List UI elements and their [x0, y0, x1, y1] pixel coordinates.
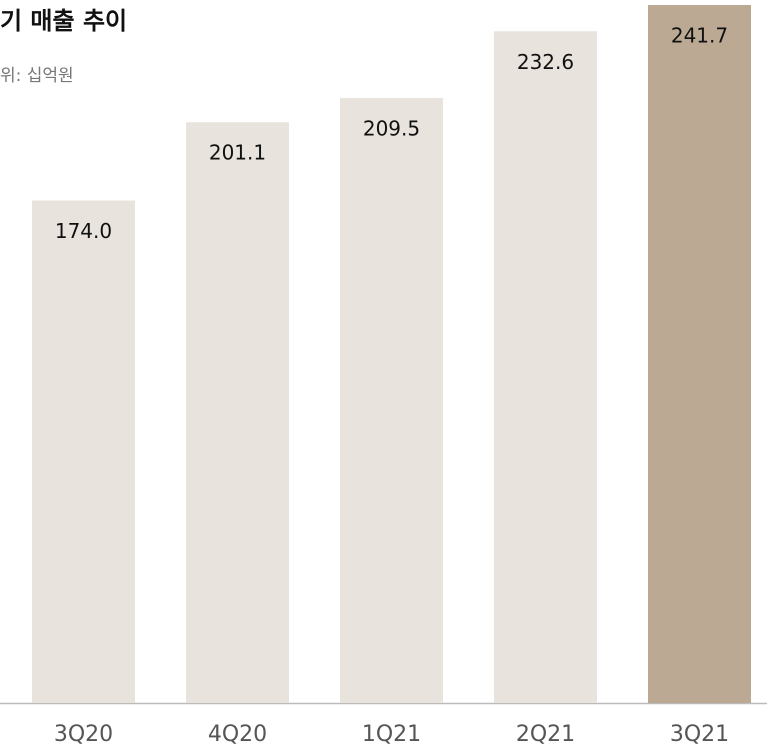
- bar: [494, 31, 597, 704]
- bar: [186, 122, 289, 704]
- x-tick-label: 3Q21: [670, 722, 729, 747]
- value-label: 232.6: [517, 50, 574, 74]
- chart-title: 기 매출 추이: [0, 7, 127, 35]
- x-tick-label: 2Q21: [516, 722, 575, 747]
- x-tick-label: 1Q21: [362, 722, 421, 747]
- value-label: 209.5: [363, 116, 420, 140]
- bar: [32, 200, 135, 703]
- value-label: 241.7: [671, 24, 728, 48]
- value-label: 174.0: [55, 219, 112, 243]
- value-label: 201.1: [209, 141, 266, 165]
- bar: [340, 97, 443, 704]
- chart-subtitle: 위: 십억원: [0, 66, 74, 86]
- bar: [648, 5, 751, 703]
- x-tick-label: 4Q20: [208, 722, 267, 747]
- x-tick-label: 3Q20: [54, 722, 113, 747]
